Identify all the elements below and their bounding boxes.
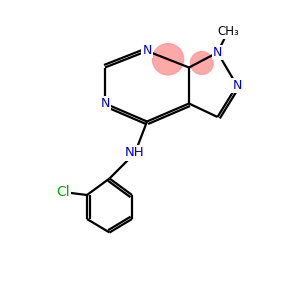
Circle shape [190, 52, 213, 74]
Text: N: N [142, 44, 152, 58]
Circle shape [152, 44, 184, 75]
Text: CH₃: CH₃ [217, 25, 239, 38]
Text: N: N [213, 46, 222, 59]
Text: N: N [232, 79, 242, 92]
Text: NH: NH [125, 146, 145, 160]
Text: Cl: Cl [56, 185, 70, 199]
Text: N: N [100, 97, 110, 110]
